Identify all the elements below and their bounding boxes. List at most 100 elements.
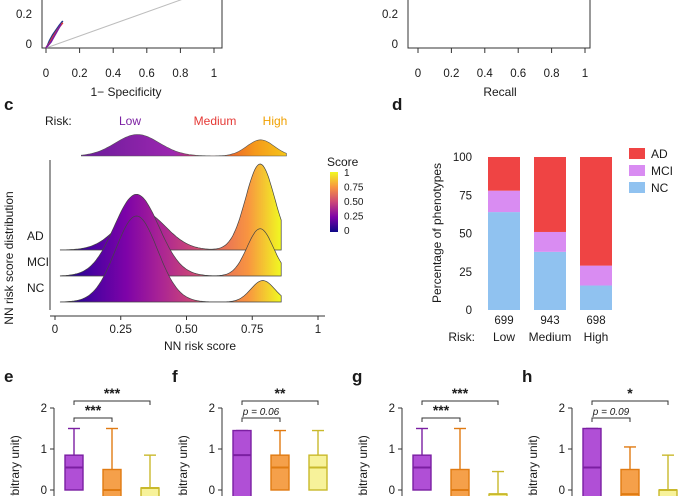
roc-xtick: 0.2	[72, 68, 88, 80]
legend-label-mci: MCI	[651, 164, 673, 178]
box-body	[102, 468, 122, 496]
box-body	[308, 454, 328, 491]
colorbar-tick: 0.50	[344, 197, 364, 208]
sig-mid: ***	[433, 402, 450, 418]
bar-segment-ad	[488, 157, 520, 191]
panel-label-f: f	[172, 367, 178, 386]
roc-curves	[45, 0, 182, 49]
box-ytick: 2	[559, 403, 565, 415]
bar-segment-nc	[580, 285, 612, 310]
panel-label-d: d	[392, 95, 402, 114]
box-ylabel: e (arbitrary unit)	[356, 435, 370, 496]
roc-xlabel: 1− Specificity	[90, 85, 161, 99]
bar-ytick: 100	[453, 152, 472, 164]
bar-xlabels: 699 Low 943 Medium 698 High	[493, 315, 608, 344]
bar-count: 698	[586, 315, 605, 327]
risk-label: Risk:	[45, 114, 72, 128]
box-ytick: 1	[559, 444, 565, 456]
pr-xtick: 0.6	[510, 68, 526, 80]
box-ytick: 0	[209, 485, 215, 496]
roc-ytick: 0	[26, 39, 32, 51]
box-ytick: 1	[389, 444, 395, 456]
sig-top: ***	[452, 385, 469, 401]
pr-ytick: 0.2	[382, 9, 398, 21]
sig-bracket-mid	[591, 417, 631, 422]
box-ytick: 2	[41, 403, 47, 415]
bar-ytick: 75	[459, 190, 472, 202]
ridge-ad	[59, 163, 282, 251]
ridges: AD MCI NC	[27, 163, 282, 303]
ridge-label-nc: NC	[27, 281, 45, 295]
sig-bracket-mid	[421, 417, 461, 422]
pr-xtick: 1	[582, 68, 588, 80]
bar-segment-mci	[488, 190, 520, 213]
panel-label-e: e	[4, 367, 13, 386]
box-body	[232, 429, 252, 496]
pr-panel: 0.2 0 0 0.2 0.4 0.6 0.8 1 Recall	[382, 0, 591, 99]
ridge-xlabel: NN risk score	[164, 339, 236, 353]
colorbar-tick: 0.25	[344, 212, 364, 223]
bar-ytick: 25	[459, 267, 472, 279]
box-panel-e: e e (arbitrary unit) 2 1 0 ******	[4, 367, 160, 496]
box-ylabel: e (arbitrary unit)	[526, 435, 540, 496]
bar-segment-ad	[534, 157, 566, 232]
legend-swatch-nc	[629, 182, 645, 193]
ridge-xtick: 0.50	[175, 324, 197, 336]
box-ytick: 0	[41, 485, 47, 496]
pr-xtick: 0.2	[443, 68, 459, 80]
bar-segment-mci	[580, 265, 612, 286]
bar-count: 699	[494, 315, 513, 327]
bars	[488, 157, 612, 310]
box-panel-f: f e (arbitrary unit) 2 1 0 ** p = 0.06	[172, 367, 328, 496]
sig-bracket-top	[73, 400, 151, 405]
box-panel-h: h e (arbitrary unit) 2 1 0 * p = 0.09	[522, 367, 678, 496]
roc-frame	[41, 0, 223, 49]
ridge-xtick: 0.25	[110, 324, 132, 336]
pr-ytick: 0	[392, 39, 398, 51]
legend-swatch-mci	[629, 165, 645, 176]
bar-category: Low	[493, 330, 515, 344]
box-ylabel: e (arbitrary unit)	[8, 435, 22, 496]
overall-density	[81, 134, 287, 157]
roc-panel: 0.2 0 0 0.2 0.4 0.6 0.8 1 1− Specificity	[16, 0, 223, 99]
bar-segment-nc	[534, 251, 566, 310]
box-ytick: 1	[209, 444, 215, 456]
colorbar-title: Score	[327, 155, 359, 169]
sig-top: *	[627, 385, 633, 401]
box-body	[64, 454, 84, 491]
roc-xtick: 1	[211, 68, 217, 80]
pr-xtick: 0.4	[477, 68, 494, 80]
pr-xtick: 0.8	[544, 68, 560, 80]
box-body	[620, 468, 640, 496]
bar-count: 943	[540, 315, 559, 327]
bar-segment-mci	[534, 231, 566, 252]
box-body	[450, 468, 470, 496]
roc-diagonal	[45, 0, 182, 49]
sig-bracket-top	[241, 400, 319, 405]
bar-legend: AD MCI NC	[629, 147, 673, 195]
box-panels: ee (arbitrary unit)210******fe (arbitrar…	[4, 367, 678, 496]
sig-bracket-top	[421, 400, 499, 405]
ridge-xticks: 0 0.25 0.50 0.75 1	[52, 316, 321, 336]
colorbar-tick: 1	[344, 168, 350, 179]
sig-top: **	[275, 385, 286, 401]
roc-xticks: 0 0.2 0.4 0.6 0.8 1	[43, 48, 217, 80]
bar-ylabel: Percentage of phenotypes	[430, 163, 444, 303]
box-ytick: 2	[389, 403, 395, 415]
sig-bracket-mid	[241, 417, 281, 422]
sig-mid: p = 0.06	[242, 407, 280, 418]
bar-ytick: 50	[459, 229, 472, 241]
pr-xticks: 0 0.2 0.4 0.6 0.8 1	[415, 48, 588, 80]
risk-low-label: Low	[119, 114, 141, 128]
panel-label-c: c	[4, 95, 13, 114]
pr-frame	[407, 0, 591, 49]
box-body	[412, 454, 432, 491]
ridge-xtick: 0	[52, 324, 58, 336]
ridge-xtick: 0.75	[241, 324, 263, 336]
roc-xtick: 0	[43, 68, 49, 80]
risk-high-label: High	[263, 114, 288, 128]
ridge-nc	[59, 215, 282, 303]
sig-mid: ***	[85, 402, 102, 418]
box-ylabel: e (arbitrary unit)	[176, 435, 190, 496]
panel-label-g: g	[352, 367, 362, 386]
